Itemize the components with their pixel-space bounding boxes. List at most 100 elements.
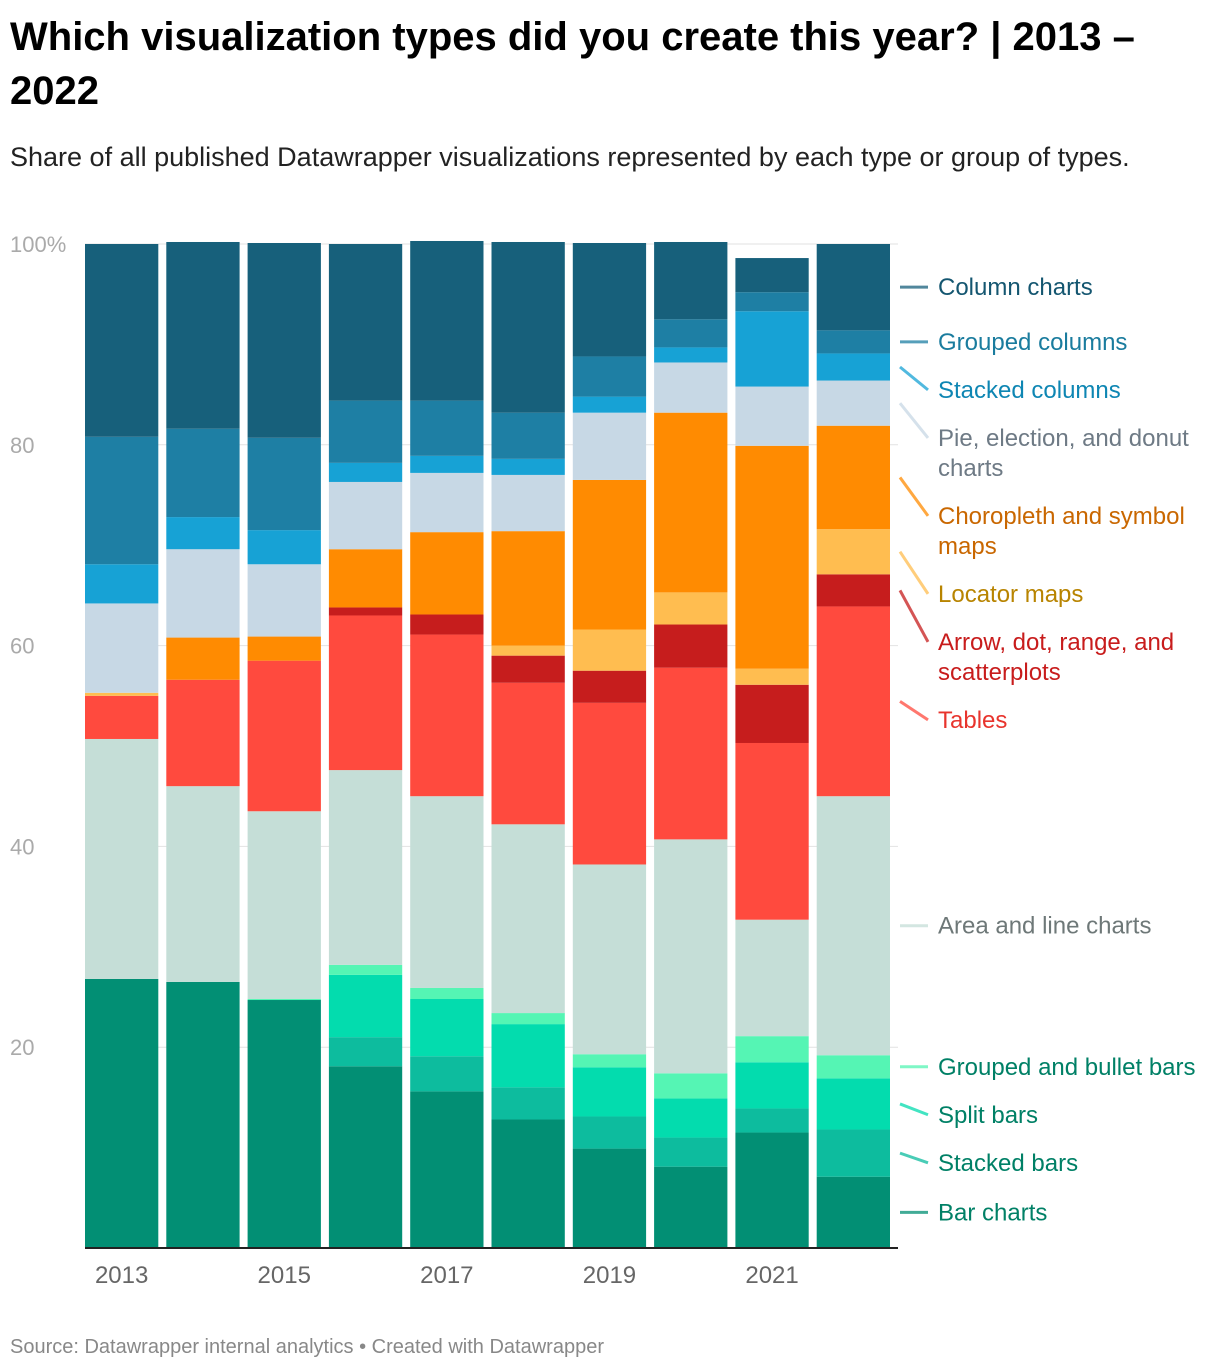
bar-segment[interactable]: Tables 2016: 15.4 [328,615,403,771]
bar-segment[interactable]: Grouped columns 2014: 8.8 [166,428,240,518]
bar-segment[interactable]: Arrow, dot, range, and scatterplots 2016… [328,607,403,616]
bar-segment[interactable]: Tables 2018: 14.1 [491,682,565,825]
bar-segment[interactable]: Stacked columns 2020: 1.5 [654,347,728,363]
bar-segment[interactable]: Arrow, dot, range, and scatterplots 2022… [816,574,890,607]
bar-segment[interactable]: Grouped columns 2020: 2.8 [654,319,728,348]
bar-segment[interactable]: Pie, election, and donut charts 2022: 4.… [816,380,890,426]
bar-segment[interactable]: Area and line charts 2021: 11.6 [735,919,809,1037]
bar-segment[interactable]: Grouped and bullet bars 2020: 2.5 [654,1073,728,1099]
bar-segment[interactable]: Tables 2019: 16.1 [572,702,647,865]
bar-segment[interactable]: Area and line charts 2016: 19.4 [328,770,403,965]
bar-segment[interactable]: Tables 2013: 4.3 [85,695,159,739]
bar-segment[interactable]: Stacked bars 2022: 4.7 [816,1129,890,1177]
bar-segment[interactable]: Locator maps 2022: 4.5 [816,529,890,575]
bar-segment[interactable]: Column charts 2022: 8.6 [816,244,890,331]
bar-segment[interactable]: Pie, election, and donut charts 2018: 5.… [491,474,565,532]
bar-segment[interactable]: Stacked columns 2014: 3.2 [166,517,240,550]
bar-segment[interactable]: Column charts 2018: 17 [491,241,565,413]
bar-segment[interactable]: Grouped columns 2018: 4.6 [491,412,565,459]
bar-segment[interactable]: Split bars 2022: 5.1 [816,1078,890,1130]
bar-segment[interactable]: Pie, election, and donut charts 2017: 5.… [410,472,484,533]
bar-segment[interactable]: Stacked bars 2016: 2.9 [328,1037,403,1067]
bar-segment[interactable]: Area and line charts 2017: 19.1 [410,796,484,988]
bar-segment[interactable]: Split bars 2021: 4.6 [735,1062,809,1109]
bar-segment[interactable]: Stacked columns 2021: 7.5 [735,311,809,387]
bar-segment[interactable]: Stacked bars 2017: 3.5 [410,1056,484,1092]
bar-segment[interactable]: Grouped columns 2019: 4 [572,356,647,397]
bar-segment[interactable]: Grouped columns 2015: 9.2 [247,437,321,531]
bar-segment[interactable]: Pie, election, and donut charts 2013: 8.… [85,603,159,693]
bar-segment[interactable]: Bar charts 2017: 15.6 [410,1091,484,1248]
bar-segment[interactable]: Bar charts 2014: 26.5 [166,981,240,1248]
bar-segment[interactable]: Locator maps 2021: 1.6 [735,668,809,685]
bar-segment[interactable]: Grouped columns 2017: 5.5 [410,400,484,456]
bar-segment[interactable]: Stacked columns 2013: 3.9 [85,564,159,604]
bar-segment[interactable]: Column charts 2021: 3.4 [735,258,809,293]
bar-segment[interactable]: Locator maps 2019: 4.1 [572,629,647,671]
bar-segment[interactable]: Grouped and bullet bars 2019: 1.3 [572,1054,647,1068]
bar-segment[interactable]: Split bars 2017: 5.7 [410,999,484,1057]
bar-segment[interactable]: Bar charts 2016: 18.1 [328,1066,403,1248]
bar-segment[interactable]: Tables 2021: 17.6 [735,742,809,920]
bar-segment[interactable]: Bar charts 2015: 24.7 [247,1000,321,1248]
bar-segment[interactable]: Choropleth and symbol maps 2016: 5.8 [328,549,403,608]
bar-segment[interactable]: Arrow, dot, range, and scatterplots 2021… [735,684,809,743]
bar-segment[interactable]: Grouped and bullet bars 2018: 1.1 [491,1013,565,1025]
bar-segment[interactable]: Stacked bars 2018: 3.2 [491,1087,565,1120]
bar-segment[interactable]: Column charts 2013: 19.2 [85,244,159,437]
bar-segment[interactable]: Arrow, dot, range, and scatterplots 2017… [410,614,484,635]
bar-segment[interactable]: Locator maps 2020: 3.2 [654,592,728,625]
bar-segment[interactable]: Locator maps 2013: 0.3 [85,692,159,696]
bar-segment[interactable]: Arrow, dot, range, and scatterplots 2019… [572,670,647,703]
bar-segment[interactable]: Pie, election, and donut charts 2014: 8.… [166,549,240,638]
bar-segment[interactable]: Bar charts 2018: 12.8 [491,1119,565,1248]
bar-segment[interactable]: Choropleth and symbol maps 2020: 17.9 [654,412,728,593]
bar-segment[interactable]: Pie, election, and donut charts 2020: 5 [654,362,728,413]
bar-segment[interactable]: Column charts 2017: 15.9 [410,240,484,401]
bar-segment[interactable]: Column charts 2014: 18.6 [166,241,240,429]
bar-segment[interactable]: Bar charts 2013: 26.8 [85,978,159,1248]
bar-segment[interactable]: Grouped columns 2016: 6.2 [328,400,403,463]
bar-segment[interactable]: Grouped columns 2013: 12.7 [85,436,159,565]
bar-segment[interactable]: Area and line charts 2014: 19.5 [166,786,240,982]
bar-segment[interactable]: Column charts 2016: 15.6 [328,244,403,401]
bar-segment[interactable]: Stacked columns 2015: 3.4 [247,530,321,565]
bar-segment[interactable]: Area and line charts 2015: 18.7 [247,811,321,1000]
bar-segment[interactable]: Tables 2015: 15 [247,660,321,812]
bar-segment[interactable]: Column charts 2019: 11.3 [572,242,647,357]
bar-segment[interactable]: Stacked columns 2017: 1.7 [410,455,484,473]
bar-segment[interactable]: Area and line charts 2019: 18.9 [572,864,647,1055]
bar-segment[interactable]: Grouped and bullet bars 2021: 2.6 [735,1036,809,1063]
bar-segment[interactable]: Pie, election, and donut charts 2016: 6.… [328,481,403,550]
bar-segment[interactable]: Grouped and bullet bars 2015: 0.1 [247,999,321,1001]
bar-segment[interactable]: Split bars 2020: 3.9 [654,1098,728,1138]
bar-segment[interactable]: Arrow, dot, range, and scatterplots 2020… [654,624,728,668]
bar-segment[interactable]: Arrow, dot, range, and scatterplots 2018… [491,655,565,683]
bar-segment[interactable]: Pie, election, and donut charts 2021: 5.… [735,386,809,446]
bar-segment[interactable]: Choropleth and symbol maps 2015: 2.4 [247,636,321,661]
bar-segment[interactable]: Grouped and bullet bars 2022: 2.3 [816,1055,890,1079]
bar-segment[interactable]: Stacked bars 2019: 3.2 [572,1116,647,1149]
bar-segment[interactable]: Grouped columns 2021: 1.9 [735,292,809,312]
bar-segment[interactable]: Split bars 2018: 6.3 [491,1024,565,1088]
bar-segment[interactable]: Stacked bars 2020: 2.9 [654,1137,728,1167]
bar-segment[interactable]: Grouped columns 2022: 2.3 [816,330,890,354]
bar-segment[interactable]: Choropleth and symbol maps 2014: 4.2 [166,637,240,680]
bar-segment[interactable]: Split bars 2016: 6.2 [328,974,403,1038]
bar-segment[interactable]: Tables 2020: 17.1 [654,667,728,840]
bar-segment[interactable]: Choropleth and symbol maps 2019: 14.9 [572,479,647,630]
bar-segment[interactable]: Area and line charts 2020: 23.3 [654,839,728,1074]
bar-segment[interactable]: Choropleth and symbol maps 2021: 22.2 [735,445,809,669]
bar-segment[interactable]: Locator maps 2018: 1 [491,645,565,656]
bar-segment[interactable]: Stacked columns 2016: 1.9 [328,462,403,482]
bar-segment[interactable]: Tables 2022: 18.9 [816,606,890,797]
bar-segment[interactable]: Choropleth and symbol maps 2017: 8.2 [410,532,484,615]
bar-segment[interactable]: Area and line charts 2013: 23.9 [85,738,159,979]
bar-segment[interactable]: Bar charts 2019: 9.9 [572,1148,647,1248]
bar-segment[interactable]: Area and line charts 2018: 18.8 [491,824,565,1014]
bar-segment[interactable]: Stacked columns 2018: 1.6 [491,458,565,475]
bar-segment[interactable]: Stacked columns 2022: 2.7 [816,353,890,381]
bar-segment[interactable]: Bar charts 2022: 7.1 [816,1176,890,1248]
bar-segment[interactable]: Bar charts 2021: 11.5 [735,1132,809,1248]
bar-segment[interactable]: Bar charts 2020: 8.1 [654,1166,728,1248]
